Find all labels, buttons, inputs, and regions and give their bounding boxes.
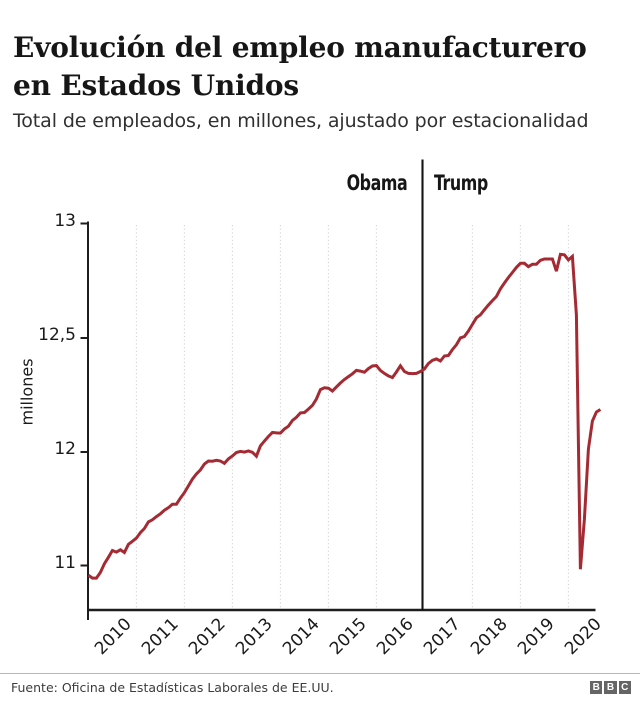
bbc-logo-letter: B xyxy=(590,680,603,694)
y-tick-label: 13 xyxy=(54,210,76,231)
employment-line-series xyxy=(87,252,602,580)
footer-divider xyxy=(0,673,640,674)
y-tick-label: 11 xyxy=(54,552,76,573)
source-attribution: Fuente: Oficina de Estadísticas Laborale… xyxy=(11,680,334,695)
chart-title: Evolución del empleo manufacturero en Es… xyxy=(13,31,587,102)
y-axis-title: millones xyxy=(17,358,37,426)
y-tick-label: 12,5 xyxy=(38,325,76,345)
annotation-obama: Obama xyxy=(346,171,407,195)
bbc-logo-letter: C xyxy=(618,680,631,694)
y-tick-label: 12 xyxy=(54,439,76,459)
annotation-trump: Trump xyxy=(434,171,488,195)
bbc-logo-letter: B xyxy=(604,680,617,694)
chart-subtitle: Total de empleados, en millones, ajustad… xyxy=(13,110,589,132)
